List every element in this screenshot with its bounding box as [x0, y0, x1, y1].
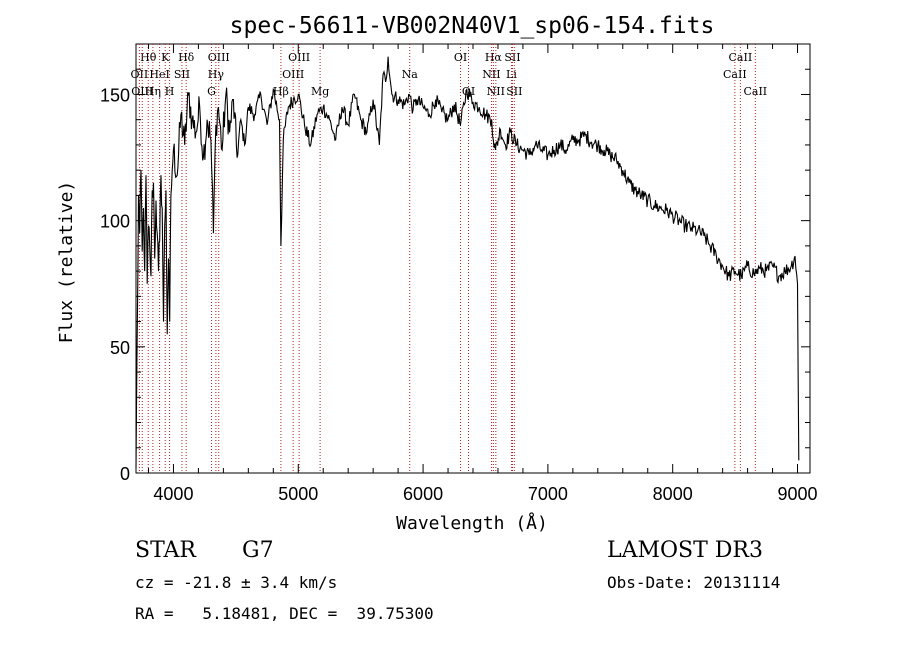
redshift-text: cz = -21.8 ± 3.4 km/s: [135, 573, 338, 592]
marker-label-27: CaII: [743, 85, 767, 98]
marker-label-3: K: [161, 51, 170, 64]
y-tick-label-1: 50: [110, 338, 130, 358]
marker-label-19: Hα: [485, 51, 503, 64]
marker-label-14: Hβ: [273, 85, 289, 98]
y-tick-label-3: 150: [100, 85, 130, 105]
spectrum-line: [135, 56, 800, 469]
marker-label-4: HeI: [149, 68, 169, 81]
marker-label-22: Li: [506, 68, 517, 81]
marker-label-24: SII: [506, 85, 522, 98]
series-layer: [135, 56, 800, 469]
axes: 4000 5000 6000 7000 8000 9000 0 50 100 150: [100, 44, 818, 504]
marker-label-17: OI: [454, 51, 467, 64]
x-tick-label-3: 7000: [528, 484, 568, 504]
survey-name: LAMOST DR3: [607, 538, 763, 563]
chart-title: spec-56611-VB002N40V1_sp06-154.fits: [230, 13, 715, 39]
marker-label-5: Hη: [145, 85, 161, 98]
marker-label-16: Na: [402, 68, 419, 81]
marker-label-26: CaII: [723, 68, 747, 81]
marker-label-12: OIII: [288, 51, 310, 64]
x-axis-label: Wavelength (Å): [396, 512, 548, 534]
x-tick-label-2: 6000: [403, 484, 443, 504]
y-axis-label: Flux (relative): [56, 181, 77, 344]
marker-label-1: OII: [131, 68, 149, 81]
marker-label-13: OIII: [282, 68, 304, 81]
plot-frame: [135, 43, 811, 474]
marker-label-25: CaII: [729, 51, 753, 64]
marker-label-11: G: [207, 85, 216, 98]
marker-label-7: SII: [174, 68, 190, 81]
marker-label-10: Hγ: [208, 68, 225, 81]
marker-label-21: NII: [482, 68, 500, 81]
y-tick-label-2: 100: [100, 212, 130, 232]
x-tick-label-5: 9000: [777, 484, 817, 504]
marker-label-15: Mg: [311, 85, 329, 98]
x-tick-label-0: 4000: [153, 484, 193, 504]
coordinates-text: RA = 5.18481, DEC = 39.75300: [135, 604, 434, 623]
y-tick-label-0: 0: [120, 464, 130, 484]
x-tick-label-4: 8000: [653, 484, 693, 504]
marker-label-9: OIII: [208, 51, 230, 64]
obs-date: Obs-Date: 20131114: [607, 573, 781, 592]
marker-label-6: Hδ: [178, 51, 195, 64]
x-tick-label-1: 5000: [278, 484, 318, 504]
object-class: STAR: [135, 538, 196, 563]
marker-label-8: H: [165, 85, 175, 98]
object-subclass: G7: [242, 538, 274, 563]
marker-label-23: NII: [487, 85, 505, 98]
marker-label-20: SII: [504, 51, 520, 64]
marker-label-0: Hθ: [140, 51, 157, 64]
